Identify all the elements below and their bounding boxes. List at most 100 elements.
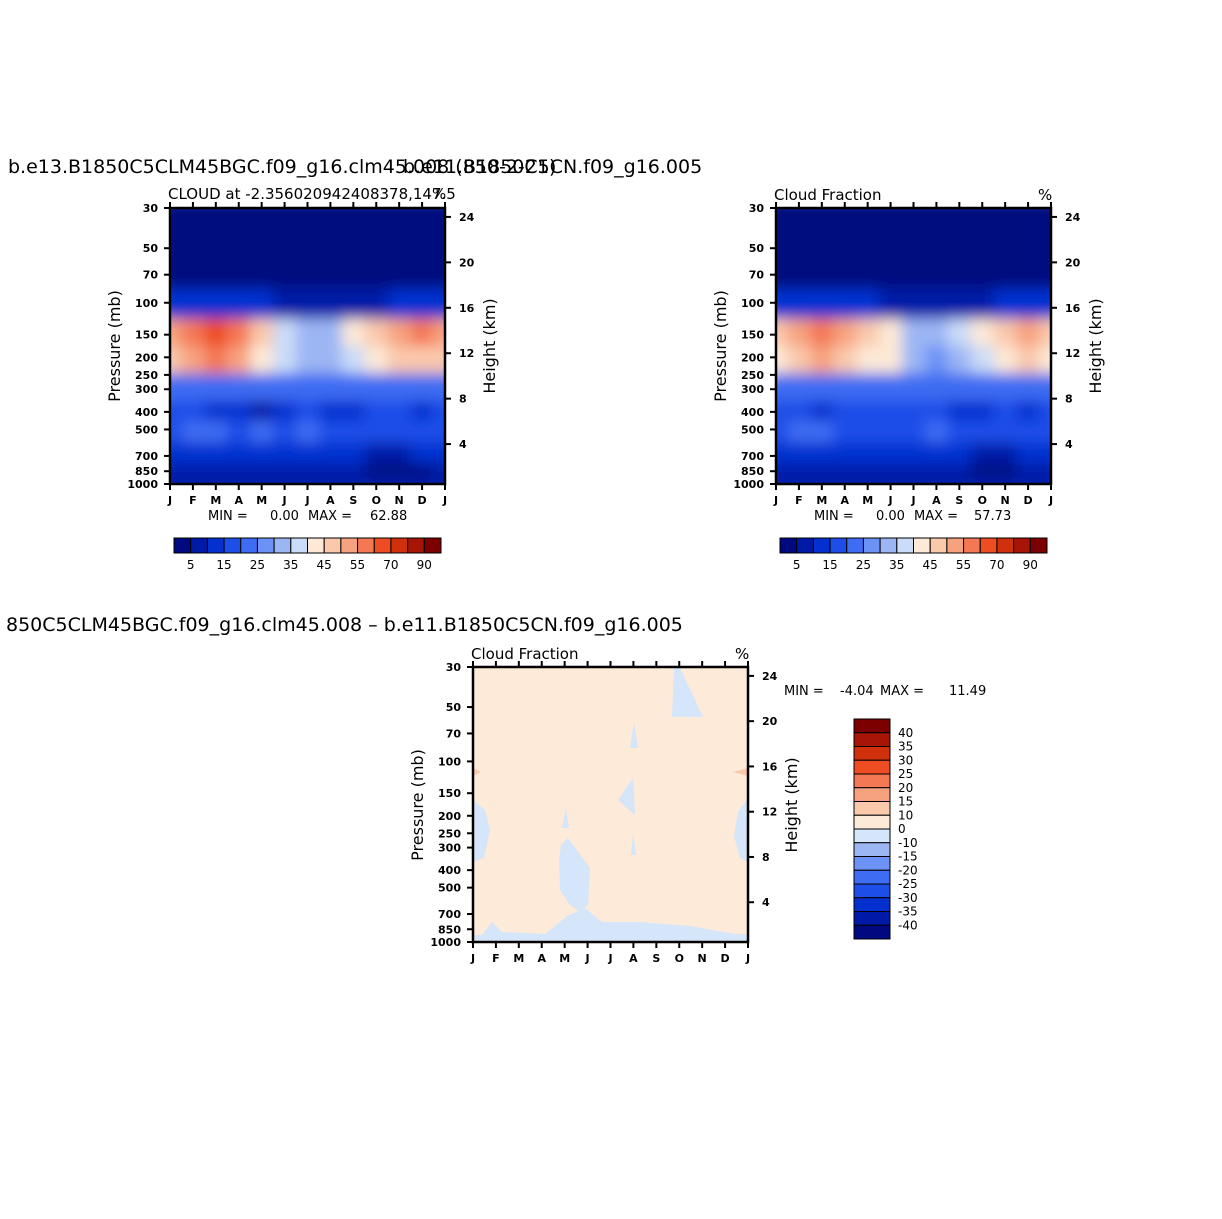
contour-cell <box>856 288 881 320</box>
y-tick-label: 250 <box>741 369 764 382</box>
contour-cell <box>833 346 858 375</box>
case-title: b.e13.B1850C5CLM45BGC.f09_g16.clm45.008 … <box>8 156 556 178</box>
contour-cell <box>902 442 926 465</box>
min-value: 0.00 <box>876 509 905 524</box>
contour-cell <box>227 318 252 347</box>
colorbar-swatch <box>853 801 891 816</box>
contour-negative-region <box>618 778 635 815</box>
y-right-tick-label: 8 <box>1065 393 1073 406</box>
contour-cell <box>787 477 812 484</box>
x-tick-label: A <box>234 494 243 507</box>
contour-cell <box>776 346 789 375</box>
x-tick-label: J <box>910 494 915 507</box>
contour-cell <box>364 318 389 347</box>
colorbar-label: 70 <box>989 558 1004 572</box>
contour-cell <box>319 318 343 347</box>
contour-cell <box>204 420 229 444</box>
contour-cell <box>1039 463 1051 479</box>
colorbar-swatch <box>407 537 425 554</box>
contour-cell <box>296 288 320 320</box>
contour-cell <box>970 400 995 422</box>
contour-cell <box>341 228 366 263</box>
contour-cell <box>879 208 903 230</box>
colorbar: 5 15 25 35 45 55 70 90 <box>779 537 1048 572</box>
contour-cell <box>319 261 343 290</box>
colorbar-swatch <box>853 814 891 830</box>
contour-cell <box>204 346 229 375</box>
contour-cell <box>387 420 412 444</box>
colorbar-label: 55 <box>956 558 971 572</box>
y-tick-label: 70 <box>446 727 462 740</box>
contour-cell <box>273 400 297 422</box>
contour-cell <box>856 346 881 375</box>
contour-cell <box>902 373 926 402</box>
contour-cell <box>204 228 229 263</box>
contour-positive-region <box>473 667 748 942</box>
contour-cell <box>856 373 881 402</box>
contour-cell <box>1016 208 1041 230</box>
contour-cell <box>925 373 949 402</box>
contour-cell <box>925 228 949 263</box>
colorbar-label: 35 <box>889 558 904 572</box>
x-tick-label: N <box>1001 494 1010 507</box>
contour-cell <box>970 420 995 444</box>
colorbar-label: -35 <box>898 905 918 919</box>
x-tick-label: O <box>372 494 381 507</box>
contour-cell <box>810 420 835 444</box>
contour-cell <box>1039 318 1051 347</box>
colorbar-swatch <box>853 759 891 775</box>
colorbar-label: -25 <box>898 877 918 891</box>
contour-cell <box>364 346 389 375</box>
y-tick-label: 300 <box>438 842 461 855</box>
colorbar-label: 70 <box>383 558 398 572</box>
x-tick-label: J <box>607 952 612 965</box>
contour-cell <box>1016 477 1041 484</box>
y-axis-right-label: Height (km) <box>1086 298 1105 393</box>
contour-cell <box>296 463 320 479</box>
contour-cell <box>410 318 435 347</box>
contour-cell <box>787 318 812 347</box>
x-tick-label: J <box>1048 494 1053 507</box>
contour-cell <box>387 477 412 484</box>
contour-cell <box>181 261 206 290</box>
contour-cell <box>902 400 926 422</box>
contour-cell <box>810 373 835 402</box>
contour-cell <box>387 373 412 402</box>
contour-cell <box>776 208 789 230</box>
contour-cell <box>879 442 903 465</box>
contour-cell <box>433 442 445 465</box>
min-value: 0.00 <box>270 509 299 524</box>
contour-cell <box>387 442 412 465</box>
contour-cell <box>364 373 389 402</box>
contour-cell <box>181 288 206 320</box>
y-tick-label: 70 <box>749 269 765 282</box>
contour-cell <box>181 463 206 479</box>
contour-cell <box>250 288 275 320</box>
contour-cell <box>787 228 812 263</box>
contour-cell <box>181 420 206 444</box>
contour-cell <box>1016 463 1041 479</box>
contour-cell <box>170 346 183 375</box>
contour-cell <box>879 261 903 290</box>
max-value: 57.73 <box>974 509 1011 524</box>
contour-cell <box>410 477 435 484</box>
contour-cell <box>833 288 858 320</box>
contour-cell <box>296 228 320 263</box>
contour-cell <box>204 373 229 402</box>
contour-cell <box>273 373 297 402</box>
colorbar-swatch <box>357 537 375 554</box>
y-tick-label: 250 <box>135 369 158 382</box>
x-tick-label: A <box>326 494 335 507</box>
contour-cell <box>970 208 995 230</box>
colorbar-swatch <box>853 911 891 926</box>
x-tick-label: J <box>773 494 778 507</box>
colorbar-label: 35 <box>898 740 913 754</box>
contour-cell <box>776 477 789 484</box>
y-tick-label: 850 <box>438 923 461 936</box>
y-tick-label: 500 <box>135 423 158 436</box>
contour-cell <box>273 346 297 375</box>
contour-cell <box>993 288 1018 320</box>
contour-cell <box>227 477 252 484</box>
contour-cell <box>970 346 995 375</box>
